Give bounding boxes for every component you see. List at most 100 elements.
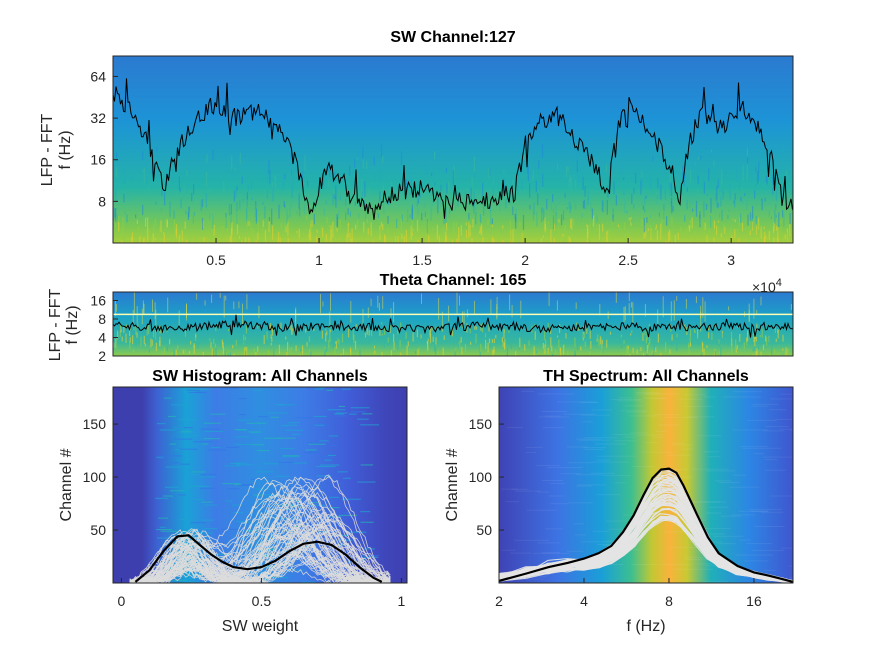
swhist-row-segment: [337, 471, 348, 473]
sw-texture-streak: [479, 226, 481, 234]
sw-texture-streak: [116, 152, 118, 159]
thspec-row-segment: [719, 482, 740, 483]
theta-texture-streak: [188, 351, 191, 355]
sw-texture-streak: [317, 187, 319, 196]
sw-texture-streak: [124, 170, 126, 184]
thspec-row-segment: [641, 451, 672, 453]
swhist-row-segment: [256, 566, 276, 568]
swhist-row-segment: [167, 580, 179, 582]
theta-texture-streak: [195, 334, 197, 338]
theta-texture-streak: [782, 334, 784, 342]
thspec-row-segment: [510, 552, 532, 554]
theta-texture-streak: [515, 351, 517, 356]
sw-texture-streak: [725, 170, 727, 178]
sw-texture-streak: [284, 173, 286, 180]
theta-texture-streak: [421, 293, 422, 304]
theta-texture-streak: [531, 323, 533, 327]
theta-texture-streak: [254, 323, 256, 328]
theta-texture-streak: [291, 325, 293, 335]
sw-texture-streak: [691, 217, 693, 229]
thspec-row-segment: [514, 539, 549, 541]
sw-texture-streak: [606, 199, 608, 215]
sw-texture-streak: [717, 202, 719, 208]
theta-texture-streak: [787, 348, 789, 355]
theta-texture-streak: [377, 295, 379, 308]
theta-texture-streak: [146, 326, 148, 336]
swhist-row-segment: [175, 557, 183, 559]
thspec-row-segment: [537, 491, 549, 493]
theta-texture-streak: [657, 309, 659, 326]
sw-texture-streak: [453, 221, 455, 228]
swhist-row-segment: [360, 464, 374, 466]
theta-texture-streak: [261, 355, 263, 356]
sw-texture-streak: [772, 187, 774, 195]
swhist-row-segment: [346, 531, 367, 533]
thspec-x-tick-label: 8: [665, 593, 673, 609]
theta-ylabel-line2: f (Hz): [64, 305, 81, 344]
sw-texture-streak: [237, 235, 239, 243]
sw-texture-streak: [755, 167, 757, 172]
swhist-row-segment: [203, 422, 221, 424]
sw-texture-streak: [277, 158, 279, 164]
theta-texture-streak: [364, 332, 367, 338]
theta-texture-streak: [601, 340, 603, 349]
sw-texture-streak: [286, 208, 288, 224]
theta-texture-streak: [474, 332, 476, 338]
theta-texture-streak: [389, 325, 391, 333]
sw-texture-streak: [538, 160, 540, 169]
thspec-row-segment: [502, 549, 516, 551]
theta-texture-streak: [427, 338, 429, 342]
sw-texture-streak: [607, 185, 609, 198]
sw-texture-streak: [345, 198, 347, 206]
theta-texture-streak: [153, 329, 155, 338]
sw-texture-streak: [362, 158, 364, 169]
theta-texture-streak: [209, 334, 211, 338]
sw-texture-streak: [649, 215, 651, 218]
sw-texture-streak: [343, 238, 345, 243]
sw-texture-streak: [436, 224, 438, 240]
theta-texture-streak: [348, 328, 350, 338]
sw-texture-streak: [394, 236, 396, 243]
theta-texture-streak: [286, 351, 288, 356]
sw-x-exponent-base: ×10: [752, 279, 776, 295]
theta-texture-streak: [123, 326, 125, 333]
theta-texture-streak: [525, 326, 527, 334]
sw-texture-streak: [329, 229, 331, 238]
theta-texture-streak: [534, 324, 536, 327]
sw-texture-streak: [186, 169, 188, 178]
swhist-channel-curve: [129, 526, 391, 583]
sw-texture-streak: [538, 236, 540, 243]
sw-texture-streak: [393, 232, 395, 243]
swhist-row-segment: [270, 576, 289, 578]
theta-texture-streak: [657, 333, 659, 343]
thspec-row-segment: [632, 466, 655, 468]
sw-texture-streak: [601, 200, 603, 211]
swhist-row-segment: [194, 499, 204, 501]
thspec-mean-line: [499, 467, 793, 583]
thspec-row-segment: [698, 533, 725, 535]
theta-texture-streak: [117, 330, 119, 338]
sw-texture-streak: [755, 225, 758, 235]
swhist-row-segment: [159, 526, 166, 528]
sw-texture-streak: [529, 183, 531, 198]
sw-texture-streak: [733, 200, 735, 204]
theta-texture-streak: [777, 330, 779, 339]
sw-texture-streak: [192, 215, 194, 224]
sw-texture-streak: [299, 207, 301, 217]
theta-texture-streak: [771, 339, 773, 347]
swhist-row-segment: [165, 466, 183, 468]
swhist-row-segment: [237, 429, 248, 431]
theta-texture-streak: [135, 337, 137, 347]
sw-texture-streak: [466, 188, 468, 191]
thspec-row-segment: [664, 531, 686, 533]
sw-texture-streak: [142, 151, 144, 161]
theta-texture-streak: [752, 348, 754, 352]
sw-texture-streak: [282, 175, 284, 190]
theta-texture-streak: [583, 333, 585, 338]
sw-texture-streak: [323, 184, 325, 190]
sw-texture-streak: [713, 220, 716, 229]
thspec-row-segment: [512, 578, 544, 580]
sw-texture-streak: [239, 236, 241, 243]
